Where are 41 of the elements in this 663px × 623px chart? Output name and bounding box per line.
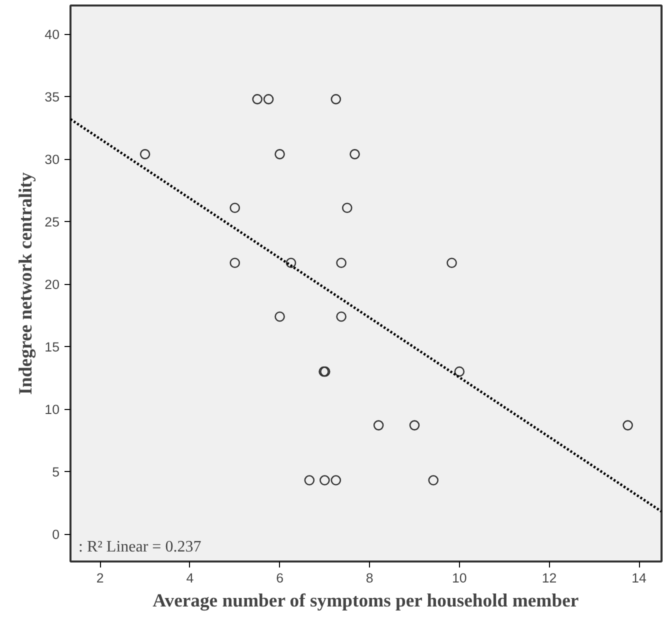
point xyxy=(622,420,633,430)
y-tick-label: 0 xyxy=(52,527,60,542)
point xyxy=(140,149,150,160)
x-tick-label: 2 xyxy=(96,570,104,586)
x-tick-label: 10 xyxy=(452,570,467,586)
point xyxy=(263,94,274,104)
point xyxy=(409,420,420,430)
point xyxy=(373,420,384,430)
y-tick-label: 40 xyxy=(44,27,60,42)
x-tick-label: 12 xyxy=(542,570,557,586)
x-tick-label: 6 xyxy=(276,570,284,586)
point xyxy=(330,475,342,486)
point xyxy=(274,311,285,322)
y-tick-label: 35 xyxy=(44,90,60,105)
x-tick-label: 8 xyxy=(366,570,374,586)
y-tick-label: 25 xyxy=(44,214,60,230)
point xyxy=(454,366,465,377)
point xyxy=(336,311,346,322)
point xyxy=(286,258,296,268)
y-tick-label: 10 xyxy=(44,402,60,418)
y-tick-label: 5 xyxy=(52,464,60,480)
point xyxy=(304,475,315,486)
point xyxy=(252,94,262,104)
point xyxy=(342,202,352,214)
y-tick-label: 30 xyxy=(44,152,60,168)
point xyxy=(350,149,360,160)
point xyxy=(336,258,346,268)
y-tick-label: 15 xyxy=(44,340,60,355)
x-axis-title: Average number of symptoms per household member xyxy=(152,590,579,612)
point xyxy=(428,475,439,486)
point xyxy=(320,475,330,486)
point xyxy=(230,202,240,214)
y-axis-title: Indegree network centrality xyxy=(16,172,37,395)
point xyxy=(274,149,285,160)
x-tick-label: 14 xyxy=(632,570,648,586)
x-tick-label: 4 xyxy=(186,570,194,586)
annotation: : R² Linear = 0.237 xyxy=(78,538,202,556)
y-tick-label: 20 xyxy=(44,277,60,292)
point xyxy=(230,258,240,268)
point xyxy=(446,258,457,268)
point xyxy=(330,94,342,104)
